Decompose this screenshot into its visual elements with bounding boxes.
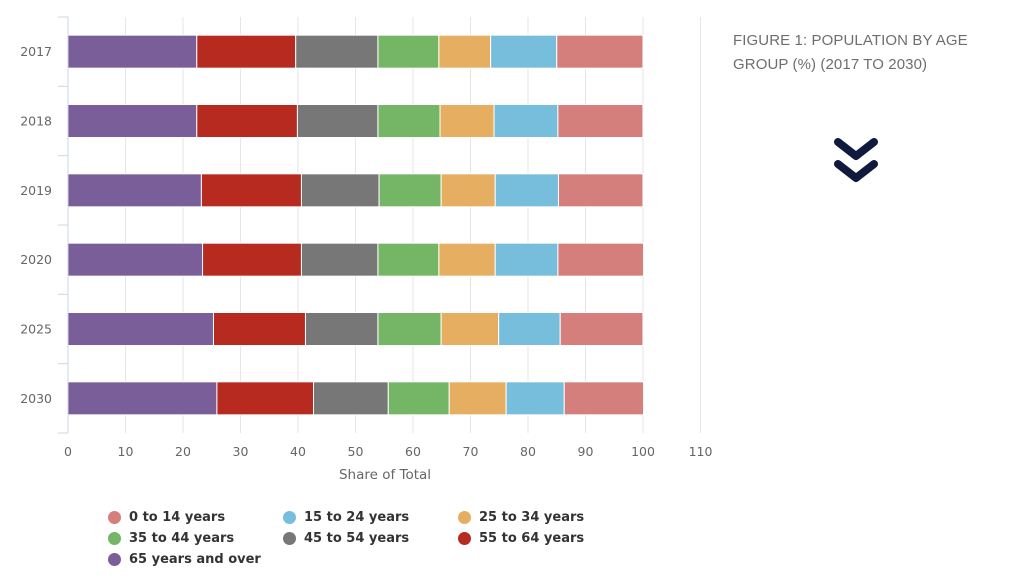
bar-segment-2025-0-to-14-years[interactable] [559, 312, 644, 346]
bar-segment-2018-45-to-54-years[interactable] [296, 104, 379, 138]
bar-segment-2017-55-to-64-years[interactable] [196, 34, 297, 69]
legend-color-dot-icon [108, 531, 121, 545]
y-axis: 2017 2018 2019 2020 2025 2030 [20, 16, 69, 434]
bar-segment-2030-15-to-24-years[interactable] [505, 381, 565, 416]
x-tick-label: 20 [175, 444, 191, 459]
legend-label: 25 to 34 years [479, 509, 585, 525]
legend-label: 45 to 54 years [304, 530, 410, 546]
bar-segment-2017-65-years-and-over[interactable] [67, 34, 198, 69]
bar-segment-2018-35-to-44-years[interactable] [377, 104, 441, 138]
bar-segment-2017-35-to-44-years[interactable] [377, 34, 440, 69]
bar-segment-2019-45-to-54-years[interactable] [300, 173, 380, 208]
y-tick-label: 2017 [20, 44, 52, 59]
bar-segment-2018-15-to-24-years[interactable] [493, 104, 559, 138]
x-tick-label: 110 [689, 444, 713, 459]
bar-segment-2020-45-to-54-years[interactable] [300, 242, 379, 277]
bar-segment-2025-35-to-44-years[interactable] [377, 312, 442, 346]
bar-segment-2017-0-to-14-years[interactable] [556, 34, 644, 69]
x-tick-label: 90 [578, 444, 594, 459]
bar-segment-2020-25-to-34-years[interactable] [438, 242, 496, 277]
legend-item[interactable]: 45 to 54 years [283, 528, 409, 548]
bar-segment-2020-55-to-64-years[interactable] [202, 242, 302, 277]
bar-segment-2030-25-to-34-years[interactable] [448, 381, 507, 416]
bar-segment-2030-65-years-and-over[interactable] [67, 381, 218, 416]
bar-segment-2030-55-to-64-years[interactable] [216, 381, 315, 416]
x-tick-label: 10 [118, 444, 134, 459]
y-tick-label: 2025 [20, 322, 52, 337]
bar-segment-2020-0-to-14-years[interactable] [557, 242, 645, 277]
bar-segment-2017-15-to-24-years[interactable] [490, 34, 558, 69]
y-tick-label: 2019 [20, 183, 52, 198]
bar-segment-2018-25-to-34-years[interactable] [439, 104, 495, 138]
legend-label: 35 to 44 years [129, 530, 235, 546]
figure-title: FIGURE 1: POPULATION BY AGE GROUP (%) (2… [733, 32, 968, 73]
x-tick-label: 100 [631, 444, 655, 459]
legend-item[interactable]: 65 years and over [108, 549, 261, 569]
y-tick-label: 2018 [20, 114, 52, 129]
bar-segment-2019-65-years-and-over[interactable] [67, 173, 202, 208]
legend-color-dot-icon [283, 531, 296, 545]
bar-segments [67, 34, 645, 416]
bar-segment-2018-65-years-and-over[interactable] [67, 104, 198, 138]
bar-segment-2019-15-to-24-years[interactable] [494, 173, 559, 208]
bar-segment-2030-0-to-14-years[interactable] [563, 381, 645, 416]
legend-item[interactable]: 0 to 14 years [108, 507, 225, 527]
bar-segment-2019-35-to-44-years[interactable] [378, 173, 442, 208]
legend-item[interactable]: 55 to 64 years [458, 528, 584, 548]
y-tick-label: 2030 [20, 391, 52, 406]
bar-segment-2019-55-to-64-years[interactable] [200, 173, 302, 208]
x-tick-label: 40 [290, 444, 306, 459]
bar-segment-2017-45-to-54-years[interactable] [295, 34, 379, 69]
legend-label: 15 to 24 years [304, 509, 410, 525]
y-tick-label: 2020 [20, 252, 52, 267]
bar-segment-2020-35-to-44-years[interactable] [377, 242, 440, 277]
bar-segment-2018-0-to-14-years[interactable] [557, 104, 644, 138]
legend-color-dot-icon [458, 531, 471, 545]
x-tick-label: 60 [405, 444, 421, 459]
bar-segment-2019-0-to-14-years[interactable] [557, 173, 644, 208]
legend-label: 65 years and over [129, 551, 261, 567]
bar-segment-2017-25-to-34-years[interactable] [438, 34, 492, 69]
scroll-down-button[interactable] [830, 132, 882, 190]
legend-label: 55 to 64 years [479, 530, 585, 546]
x-tick-label: 80 [520, 444, 536, 459]
bar-segment-2025-45-to-54-years[interactable] [304, 312, 379, 346]
x-tick-label: 30 [233, 444, 249, 459]
legend-color-dot-icon [458, 510, 471, 524]
x-tick-label: 0 [64, 444, 72, 459]
bar-segment-2018-55-to-64-years[interactable] [196, 104, 298, 138]
bar-segment-2025-65-years-and-over[interactable] [67, 312, 214, 346]
bar-segment-2025-25-to-34-years[interactable] [440, 312, 500, 346]
x-tick-label: 70 [463, 444, 479, 459]
x-axis-tick-labels: 0 10 20 30 40 50 60 70 80 90 100 110 [64, 444, 712, 459]
legend-item[interactable]: 15 to 24 years [283, 507, 409, 527]
bar-segment-2025-15-to-24-years[interactable] [498, 312, 561, 346]
gridlines [125, 17, 701, 433]
bar-segment-2030-45-to-54-years[interactable] [313, 381, 389, 416]
legend-color-dot-icon [108, 510, 121, 524]
bar-segment-2020-65-years-and-over[interactable] [67, 242, 204, 277]
bar-segment-2030-35-to-44-years[interactable] [387, 381, 450, 416]
bar-segment-2019-25-to-34-years[interactable] [440, 173, 496, 208]
x-tick-label: 50 [348, 444, 364, 459]
x-axis-title: Share of Total [339, 467, 431, 483]
legend-color-dot-icon [283, 510, 296, 524]
legend-item[interactable]: 35 to 44 years [108, 528, 234, 548]
bar-segment-2025-55-to-64-years[interactable] [212, 312, 306, 346]
double-chevron-down-icon [834, 138, 878, 182]
legend-item[interactable]: 25 to 34 years [458, 507, 584, 527]
legend-label: 0 to 14 years [129, 509, 226, 525]
bar-segment-2020-15-to-24-years[interactable] [494, 242, 559, 277]
legend-color-dot-icon [108, 552, 121, 566]
